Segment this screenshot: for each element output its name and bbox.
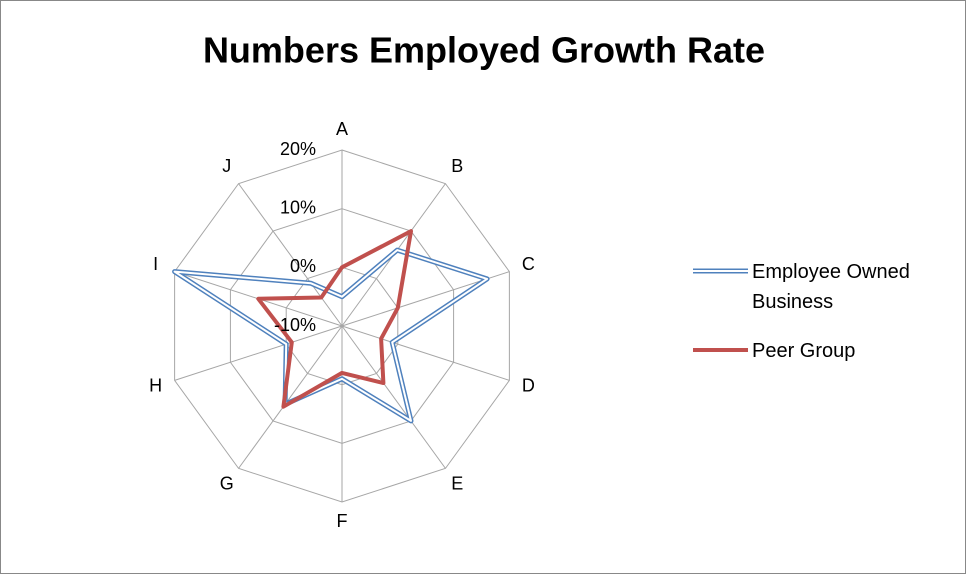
spoke — [341, 325, 510, 381]
category-label: C — [522, 254, 535, 274]
r-tick-label: -10% — [274, 315, 316, 335]
r-tick-label: 0% — [290, 256, 316, 276]
category-label: H — [149, 375, 162, 395]
category-label: A — [336, 119, 348, 139]
r-tick-label: 20% — [280, 139, 316, 159]
series-line-inner — [173, 249, 489, 422]
category-label: B — [451, 156, 463, 176]
legend-label: Peer Group — [752, 340, 856, 362]
spoke — [238, 325, 343, 469]
category-label: I — [153, 254, 158, 274]
category-label: D — [522, 375, 535, 395]
spoke — [174, 325, 343, 381]
chart-title: Numbers Employed Growth Rate — [203, 30, 765, 71]
category-label: E — [451, 473, 463, 493]
spoke — [238, 183, 343, 327]
r-tick-label: 10% — [280, 197, 316, 217]
series-line — [256, 229, 413, 409]
category-label: G — [220, 473, 234, 493]
legend-label: Employee Owned Business — [752, 261, 910, 313]
spoke — [341, 325, 446, 469]
category-label: F — [337, 511, 348, 531]
category-label: J — [222, 156, 231, 176]
